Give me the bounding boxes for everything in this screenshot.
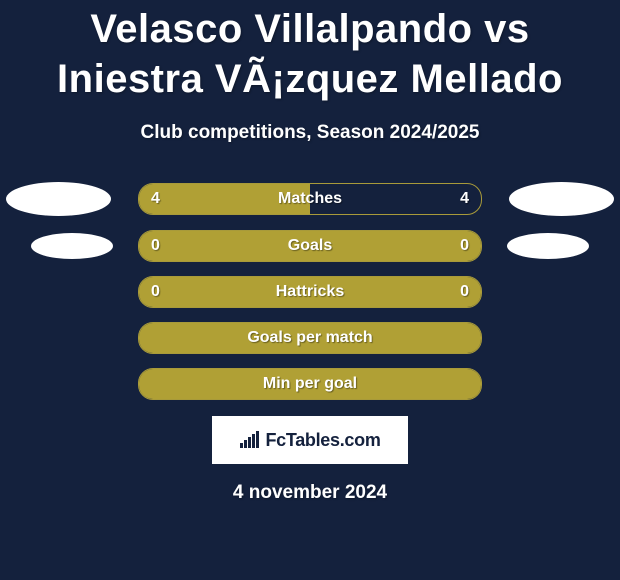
stat-row-gpm: Goals per match (8, 322, 612, 354)
player-left-avatar-small (31, 233, 113, 259)
stat-row-hattricks: 0 Hattricks 0 (8, 276, 612, 308)
stat-bar: Min per goal (138, 368, 482, 400)
brand-text: FcTables.com (265, 430, 380, 451)
stat-row-mpg: Min per goal (8, 368, 612, 400)
stats-section: 4 Matches 4 0 Goals 0 0 Hattricks (8, 182, 612, 400)
page-title: Velasco Villalpando vs Iniestra VÃ¡zquez… (8, 0, 612, 104)
brand-logo: FcTables.com (212, 416, 408, 464)
stat-right-value: 0 (460, 237, 469, 255)
stat-row-goals: 0 Goals 0 (8, 230, 612, 262)
chart-icon (239, 431, 261, 449)
stat-bar: Goals per match (138, 322, 482, 354)
stat-label: Matches (139, 190, 481, 208)
stat-bar: 0 Hattricks 0 (138, 276, 482, 308)
stat-label: Goals (139, 237, 481, 255)
player-right-avatar-small (507, 233, 589, 259)
stat-label: Hattricks (139, 283, 481, 301)
player-left-avatar (6, 182, 111, 216)
stat-right-value: 0 (460, 283, 469, 301)
subtitle: Club competitions, Season 2024/2025 (8, 122, 612, 144)
stat-bar: 0 Goals 0 (138, 230, 482, 262)
stat-row-matches: 4 Matches 4 (8, 182, 612, 216)
date-text: 4 november 2024 (8, 482, 612, 504)
stat-right-value: 4 (460, 190, 469, 208)
player-right-avatar (509, 182, 614, 216)
stat-label: Min per goal (139, 375, 481, 393)
stat-label: Goals per match (139, 329, 481, 347)
stat-bar: 4 Matches 4 (138, 183, 482, 215)
